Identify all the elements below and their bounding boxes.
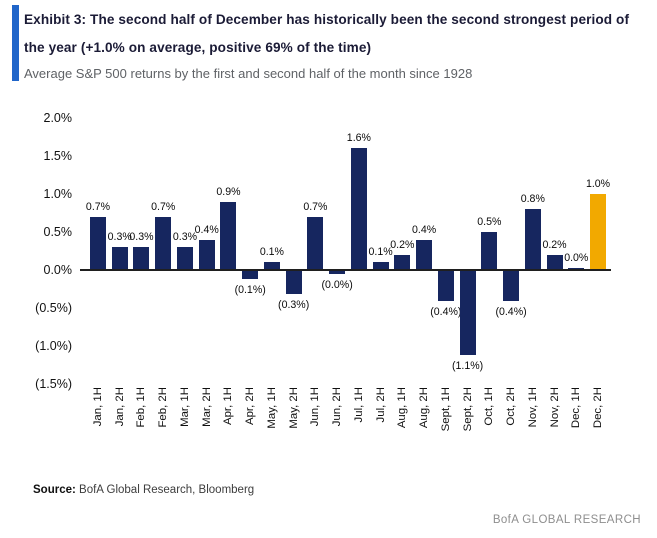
bar-value-label: 0.7%	[151, 200, 176, 213]
x-axis-label: Oct, 2H	[505, 387, 518, 426]
bar	[503, 271, 520, 302]
x-axis-label: Jan, 2H	[113, 387, 126, 427]
bar-value-label: 0.1%	[368, 246, 393, 259]
bar-value-label: (0.1%)	[234, 283, 266, 296]
bar	[329, 271, 346, 274]
bar-value-label: (0.0%)	[321, 278, 353, 291]
chart-subtitle: Average S&P 500 returns by the first and…	[24, 66, 473, 81]
x-axis-label: Mar, 2H	[200, 387, 213, 427]
x-axis-label: Dec, 2H	[592, 387, 605, 429]
bar-value-label: 0.1%	[259, 246, 284, 259]
bar-value-label: 0.4%	[412, 223, 437, 236]
bar-value-label: 0.3%	[172, 231, 198, 244]
x-axis-label: Jul, 2H	[374, 387, 387, 423]
x-axis-label: Sept, 2H	[461, 387, 474, 432]
x-axis-label: Nov, 2H	[548, 387, 561, 428]
brand-mark: BofA GLOBAL RESEARCH	[492, 514, 641, 526]
y-tick-label: 0.0%	[43, 263, 73, 277]
title-accent-bar	[12, 5, 19, 81]
bar-value-label: 0.2%	[390, 238, 415, 251]
title-block: Exhibit 3: The second half of December h…	[24, 6, 644, 84]
bar	[90, 216, 106, 270]
bar	[437, 271, 454, 302]
x-axis-label: May, 2H	[287, 387, 300, 429]
x-axis-label: Nov, 1H	[526, 387, 539, 428]
bar	[133, 247, 150, 270]
bar	[350, 148, 367, 270]
y-tick-label: 2.0%	[43, 111, 73, 125]
bar-value-label: 0.8%	[520, 193, 545, 206]
bar	[155, 216, 172, 270]
bar-value-label: 0.0%	[564, 251, 589, 264]
bar	[263, 262, 280, 270]
x-axis-label: Jan, 1H	[92, 387, 104, 427]
exhibit-title: Exhibit 3: The second half of December h…	[24, 12, 630, 55]
bar	[198, 239, 215, 270]
x-axis-label: Feb, 2H	[157, 387, 170, 428]
bar	[372, 262, 389, 270]
x-axis-label: Mar, 1H	[178, 387, 191, 427]
y-tick-label: (0.5%)	[35, 301, 72, 315]
y-tick-label: (1.5%)	[35, 377, 72, 391]
bar	[176, 247, 193, 270]
bar-value-label: 0.2%	[542, 238, 567, 251]
x-axis-label: Apr, 1H	[222, 387, 235, 425]
bar	[242, 271, 259, 279]
y-tick-label: (1.0%)	[35, 339, 72, 353]
x-axis-label: May, 1H	[265, 387, 278, 429]
bar	[111, 247, 128, 270]
bar	[568, 267, 585, 270]
x-axis-label: Jul, 1H	[352, 387, 365, 423]
x-axis-label: Apr, 2H	[244, 387, 257, 425]
bar-value-label: 0.3%	[129, 231, 154, 244]
bar-value-label: (0.4%)	[495, 306, 527, 319]
bar-value-label: 0.9%	[216, 185, 241, 198]
bar-value-label: (0.3%)	[278, 298, 310, 311]
bar-value-label: (0.4%)	[430, 306, 462, 319]
x-axis-label: Dec, 1H	[570, 387, 583, 429]
bar	[524, 209, 541, 270]
x-axis-label: Aug, 2H	[418, 387, 431, 429]
bar	[285, 271, 302, 294]
source-label: Source:	[33, 484, 76, 496]
source-text: BofA Global Research, Bloomberg	[75, 484, 255, 496]
bar-value-label: 1.6%	[346, 132, 371, 145]
x-axis-label: Feb, 1H	[135, 387, 148, 428]
bar	[307, 216, 324, 270]
bar-value-label: 0.7%	[85, 200, 111, 213]
bar-value-label: 0.4%	[194, 223, 219, 236]
bar-value-label: 0.3%	[107, 231, 132, 244]
x-axis-label: Jun, 1H	[309, 387, 322, 427]
bar-value-label: (1.1%)	[451, 359, 484, 372]
bar	[220, 201, 237, 270]
x-axis-label: Oct, 1H	[483, 387, 496, 426]
x-axis-line	[80, 269, 611, 271]
bar	[416, 239, 433, 270]
bar	[394, 254, 411, 270]
bar	[481, 232, 498, 270]
bar	[459, 271, 476, 355]
bar-value-label: 0.5%	[477, 216, 502, 228]
bar-value-label: 1.0%	[585, 178, 611, 190]
y-tick-label: 1.0%	[43, 187, 73, 201]
x-axis-label: Aug, 1H	[396, 387, 409, 429]
source-line: Source: BofA Global Research, Bloomberg	[33, 484, 254, 496]
bar-value-label: 0.7%	[303, 200, 328, 213]
x-axis-label: Sept, 1H	[439, 387, 452, 432]
bar	[590, 194, 607, 270]
y-tick-label: 1.5%	[43, 149, 73, 163]
x-axis-label: Jun, 2H	[331, 387, 344, 427]
bar	[546, 254, 563, 270]
y-tick-label: 0.5%	[43, 225, 73, 239]
